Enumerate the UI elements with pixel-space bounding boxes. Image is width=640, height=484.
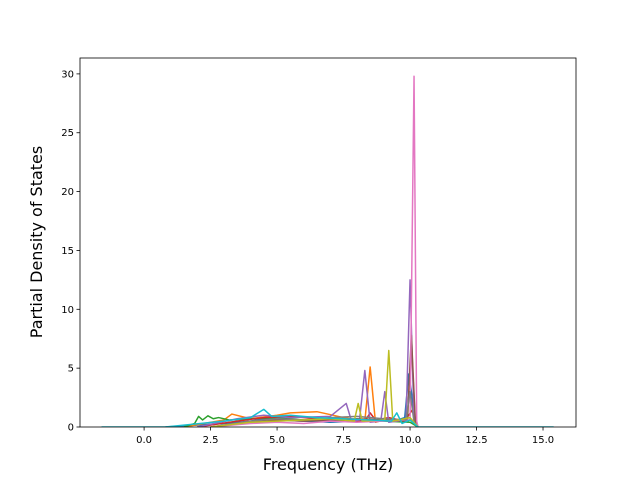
series-line [183,343,419,427]
series-line [210,75,419,427]
x-tick-label: 10.0 [399,435,421,446]
plot-area [101,75,554,427]
x-axis-label: Frequency (THz) [263,455,393,474]
x-tick-label: 2.5 [203,435,219,446]
axes-frame [79,57,577,428]
y-tick-label: 20 [61,187,74,198]
y-tick-label: 5 [68,364,74,375]
y-axis-label: Partial Density of States [27,146,46,338]
x-tick-label: 7.5 [336,435,352,446]
series-line [197,279,419,427]
series-line [210,390,419,427]
series-line [210,349,419,427]
y-tick-label: 0 [68,423,74,434]
x-tick-label: 5.0 [269,435,285,446]
x-tick-label: 15.0 [532,435,554,446]
y-tick-label: 30 [61,69,74,80]
series-line [101,408,554,427]
x-tick-label: 0.0 [136,435,152,446]
y-tick-label: 25 [61,128,74,139]
y-tick-label: 15 [61,246,74,257]
y-tick-label: 10 [61,305,74,316]
x-tick-label: 12.5 [465,435,487,446]
